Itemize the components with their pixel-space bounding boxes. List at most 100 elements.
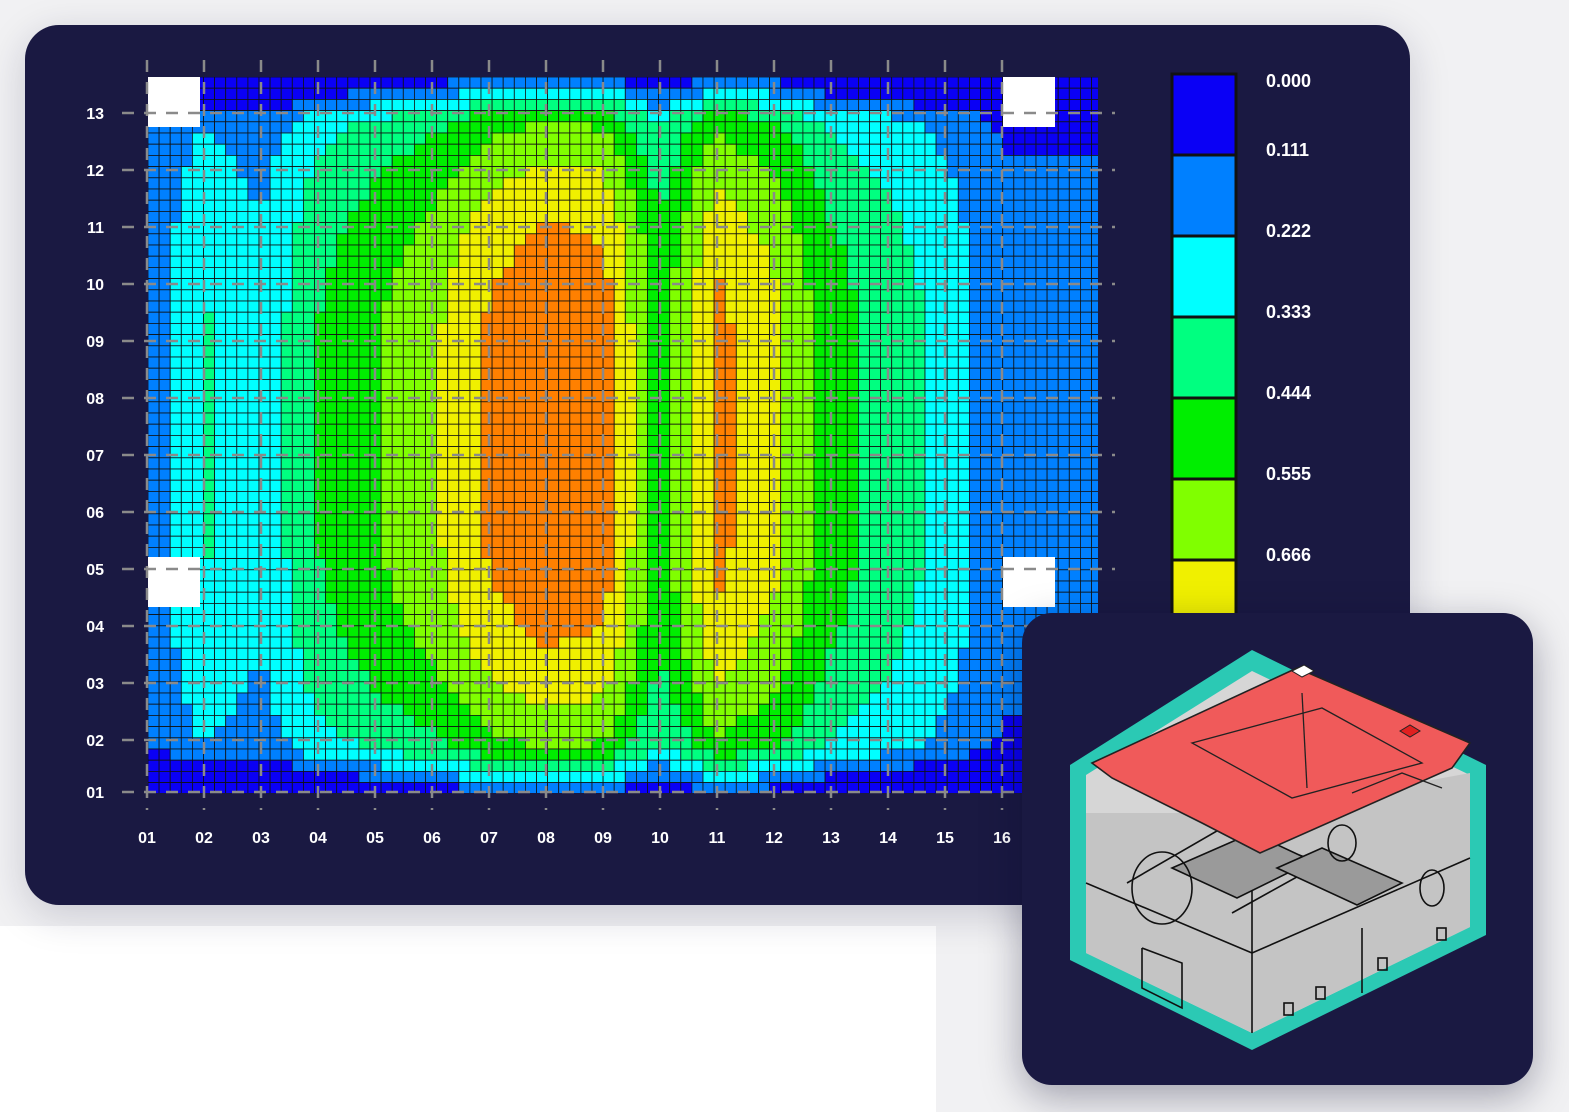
heatmap-cell [913, 233, 926, 246]
heatmap-cell [902, 378, 915, 391]
heatmap-cell [969, 233, 981, 246]
heatmap-cell [658, 401, 671, 414]
heatmap-cell [558, 412, 571, 425]
heatmap-cell [913, 199, 926, 212]
heatmap-cell [758, 166, 771, 179]
heatmap-cell [347, 535, 360, 548]
heatmap-cell [969, 166, 981, 179]
heatmap-cell [613, 244, 626, 257]
heatmap-cell [913, 513, 926, 526]
heatmap-cell [425, 401, 438, 414]
heatmap-cell [802, 603, 815, 616]
heatmap-cell [902, 356, 915, 369]
heatmap-cell [969, 524, 981, 537]
heatmap-cell [569, 614, 582, 627]
heatmap-cell [358, 390, 371, 403]
heatmap-cell [236, 177, 249, 190]
heatmap-cell [502, 670, 515, 683]
heatmap-cell [180, 726, 193, 739]
heatmap-cell [858, 356, 870, 369]
heatmap-cell [669, 401, 682, 414]
heatmap-cell [702, 434, 715, 447]
heatmap-cell [236, 513, 249, 526]
heatmap-cell [691, 390, 704, 403]
heatmap-cell [846, 255, 859, 268]
heatmap-cell [1024, 412, 1037, 425]
heatmap-cell [413, 647, 426, 660]
heatmap-cell [347, 703, 360, 716]
heatmap-cell [1080, 524, 1092, 537]
heatmap-cell [846, 524, 859, 537]
heatmap-cell [380, 603, 393, 616]
heatmap-cell [957, 547, 970, 560]
heatmap-cell [391, 535, 404, 548]
heatmap-cell [547, 591, 560, 604]
heatmap-cell [957, 591, 970, 604]
heatmap-cell [636, 647, 648, 660]
heatmap-cell [602, 547, 615, 560]
heatmap-cell [880, 401, 893, 414]
heatmap-cell [946, 446, 959, 459]
heatmap-cell [791, 647, 804, 660]
heatmap-cell [791, 244, 804, 257]
heatmap-cell [480, 77, 493, 89]
heatmap-cell [214, 356, 227, 369]
heatmap-cell [269, 378, 282, 391]
heatmap-cell [624, 166, 637, 179]
heatmap-cell [325, 266, 338, 279]
heatmap-cell [225, 87, 238, 100]
heatmap-cell [969, 390, 981, 403]
heatmap-cell [236, 345, 249, 358]
heatmap-cell [758, 300, 771, 313]
heatmap-cell [191, 468, 204, 481]
heatmap-cell [236, 647, 249, 660]
heatmap-cell [491, 244, 504, 257]
heatmap-cell [747, 513, 759, 526]
heatmap-cell [491, 423, 504, 436]
heatmap-cell [1080, 143, 1092, 156]
heatmap-cell [225, 479, 238, 492]
heatmap-cell [980, 659, 993, 672]
heatmap-cell [980, 692, 993, 705]
heatmap-cell [291, 614, 304, 627]
heatmap-cell [902, 177, 915, 190]
heatmap-cell [846, 703, 859, 716]
heatmap-cell [613, 311, 626, 324]
heatmap-cell [358, 378, 371, 391]
heatmap-cell [547, 367, 560, 380]
heatmap-cell [1068, 569, 1081, 582]
heatmap-cell [1091, 210, 1098, 223]
heatmap-cell [1091, 547, 1098, 560]
heatmap-cell [980, 524, 993, 537]
heatmap-cell [969, 659, 981, 672]
heatmap-cell [291, 266, 304, 279]
heatmap-cell [1057, 334, 1070, 347]
heatmap-cell [1024, 378, 1037, 391]
heatmap-cell [1091, 569, 1098, 582]
heatmap-cell [613, 322, 626, 335]
heatmap-cell [624, 591, 637, 604]
heatmap-cell [791, 199, 804, 212]
heatmap-cell [780, 300, 793, 313]
heatmap-cell [469, 244, 482, 257]
heatmap-cell [880, 659, 893, 672]
heatmap-cell [469, 401, 482, 414]
heatmap-cell [480, 367, 493, 380]
heatmap-cell [969, 670, 981, 683]
heatmap-cell [148, 199, 160, 212]
heatmap-cell [480, 266, 493, 279]
heatmap-cell [1046, 300, 1059, 313]
heatmap-cell [180, 378, 193, 391]
heatmap-cell [225, 490, 238, 503]
heatmap-cell [314, 143, 327, 156]
heatmap-cell [1046, 490, 1059, 503]
heatmap-cell [680, 311, 693, 324]
heatmap-cell [647, 300, 660, 313]
heatmap-cell [569, 77, 582, 89]
heatmap-cell [813, 345, 826, 358]
heatmap-cell [336, 233, 349, 246]
heatmap-cell [980, 356, 993, 369]
heatmap-cell [413, 412, 426, 425]
heatmap-cell [846, 289, 859, 302]
heatmap-cell [291, 311, 304, 324]
